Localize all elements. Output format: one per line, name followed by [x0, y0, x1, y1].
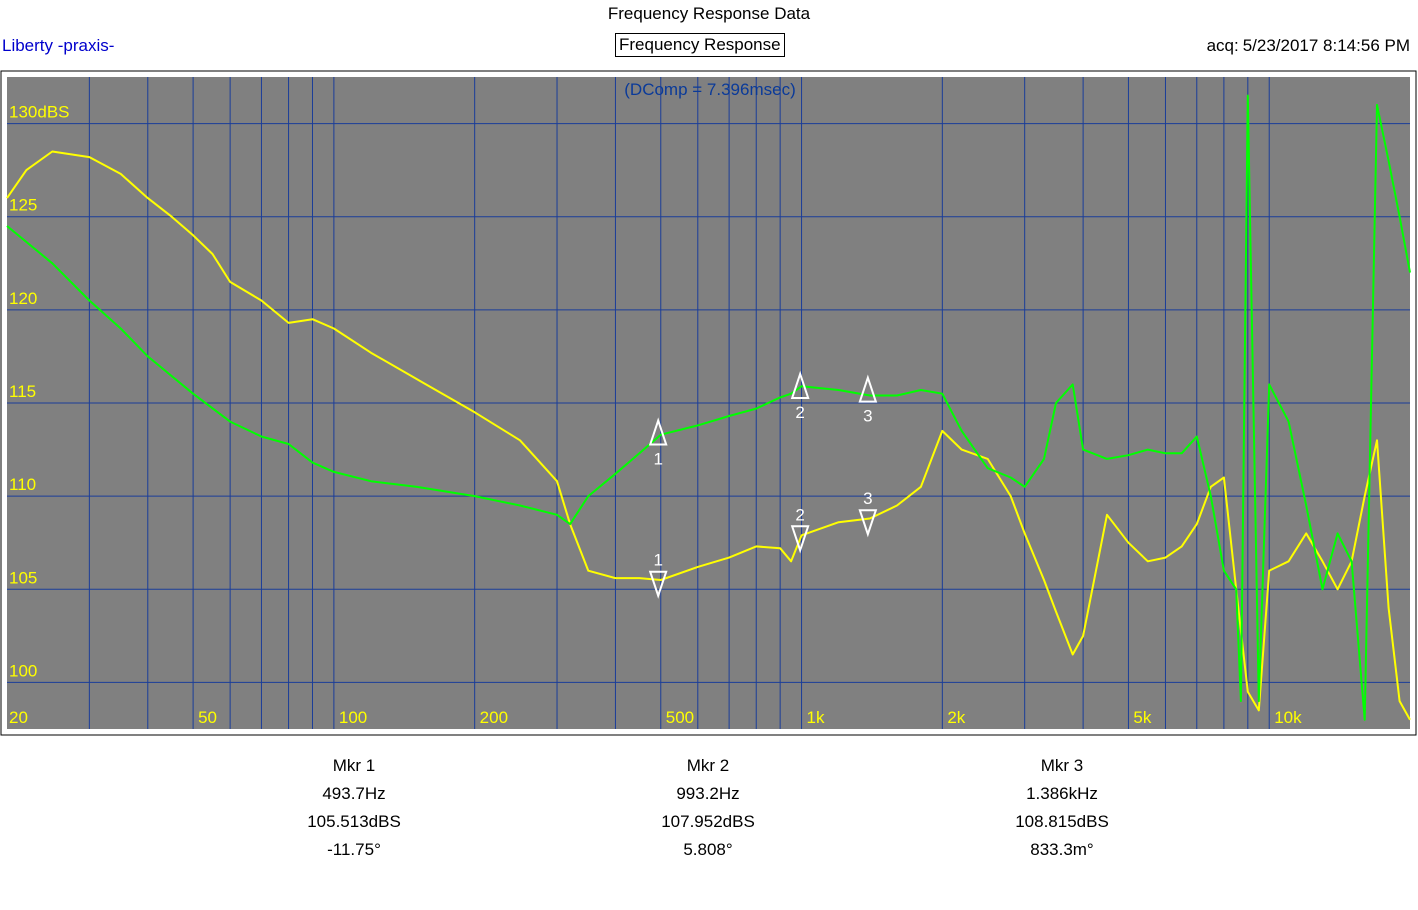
x-tick-label: 200 [480, 708, 508, 727]
grid [7, 77, 1410, 729]
marker-3-down[interactable]: 3 [858, 489, 878, 538]
x-tick-label: 1k [807, 708, 825, 727]
curves [6, 94, 1411, 721]
marker-name: Mkr 1 [332, 756, 376, 775]
marker-number: 2 [795, 403, 804, 422]
dcomp-annotation: (DComp = 7.396msec) [624, 80, 795, 99]
chart-label[interactable]: Frequency Response [615, 33, 785, 57]
marker-name: Mkr 3 [1040, 756, 1084, 775]
markers[interactable]: 1 1 2 2 3 3 [648, 370, 878, 599]
marker-triangle [790, 525, 810, 554]
y-tick-label: 100 [9, 661, 37, 680]
x-tick-label: 20 [9, 708, 28, 727]
x-tick-label: 50 [198, 708, 217, 727]
marker-number: 3 [863, 407, 872, 426]
marker-triangle [858, 509, 878, 538]
y-tick-label: 120 [9, 289, 37, 308]
marker-2-readout: Mkr 2 993.2Hz 107.952dBS 5.808° [588, 752, 828, 864]
marker-frequency: 493.7Hz [322, 784, 386, 803]
acq-label: acq: [1206, 36, 1239, 55]
marker-level: 105.513dBS [307, 812, 401, 831]
magnitude-curve [6, 150, 1411, 721]
tick-labels: 20 50 100 200 500 1k 2k 5k 10k130dBS125120115110… [9, 103, 1302, 727]
marker-frequency: 993.2Hz [676, 784, 740, 803]
marker-phase: -11.75° [327, 840, 381, 859]
marker-level: 107.952dBS [661, 812, 755, 831]
phase-curve [6, 94, 1411, 721]
marker-number: 1 [653, 551, 662, 570]
y-tick-label: 110 [9, 475, 36, 494]
marker-2-up[interactable]: 2 [790, 370, 810, 422]
marker-number: 1 [653, 450, 662, 469]
marker-triangle [858, 374, 878, 403]
marker-number: 2 [795, 505, 804, 524]
marker-1-readout: Mkr 1 493.7Hz 105.513dBS -11.75° [234, 752, 474, 864]
x-tick-label: 10k [1274, 708, 1302, 727]
marker-triangle [790, 370, 810, 399]
y-tick-label: 125 [9, 196, 37, 215]
y-tick-label: 130dBS [9, 103, 70, 122]
marker-1-down[interactable]: 1 [648, 551, 668, 599]
x-tick-label: 100 [339, 708, 367, 727]
marker-number: 3 [863, 489, 872, 508]
chart-title: Frequency Response Data [607, 4, 811, 23]
marker-phase: 833.3m° [1030, 840, 1094, 859]
marker-triangle [648, 570, 668, 599]
y-tick-label: 115 [9, 382, 36, 401]
marker-1-up[interactable]: 1 [648, 417, 668, 469]
acquisition-timestamp: acq: 5/23/2017 8:14:56 PM [1203, 36, 1410, 56]
marker-name: Mkr 2 [686, 756, 730, 775]
acq-value: 5/23/2017 8:14:56 PM [1242, 36, 1410, 55]
marker-level: 108.815dBS [1015, 812, 1109, 831]
marker-2-down[interactable]: 2 [790, 505, 810, 554]
x-tick-label: 500 [666, 708, 694, 727]
app-name: Liberty -praxis- [2, 36, 115, 55]
marker-3-readout: Mkr 3 1.386kHz 108.815dBS 833.3m° [942, 752, 1182, 864]
x-tick-label: 5k [1133, 708, 1151, 727]
x-tick-label: 2k [947, 708, 965, 727]
y-tick-label: 105 [9, 568, 37, 587]
marker-frequency: 1.386kHz [1026, 784, 1098, 803]
frequency-response-plot[interactable]: 20 50 100 200 500 1k 2k 5k 10k130dBS125120115110… [0, 0, 1418, 740]
marker-3-up[interactable]: 3 [858, 374, 878, 426]
marker-phase: 5.808° [683, 840, 733, 859]
marker-triangle [648, 417, 668, 446]
